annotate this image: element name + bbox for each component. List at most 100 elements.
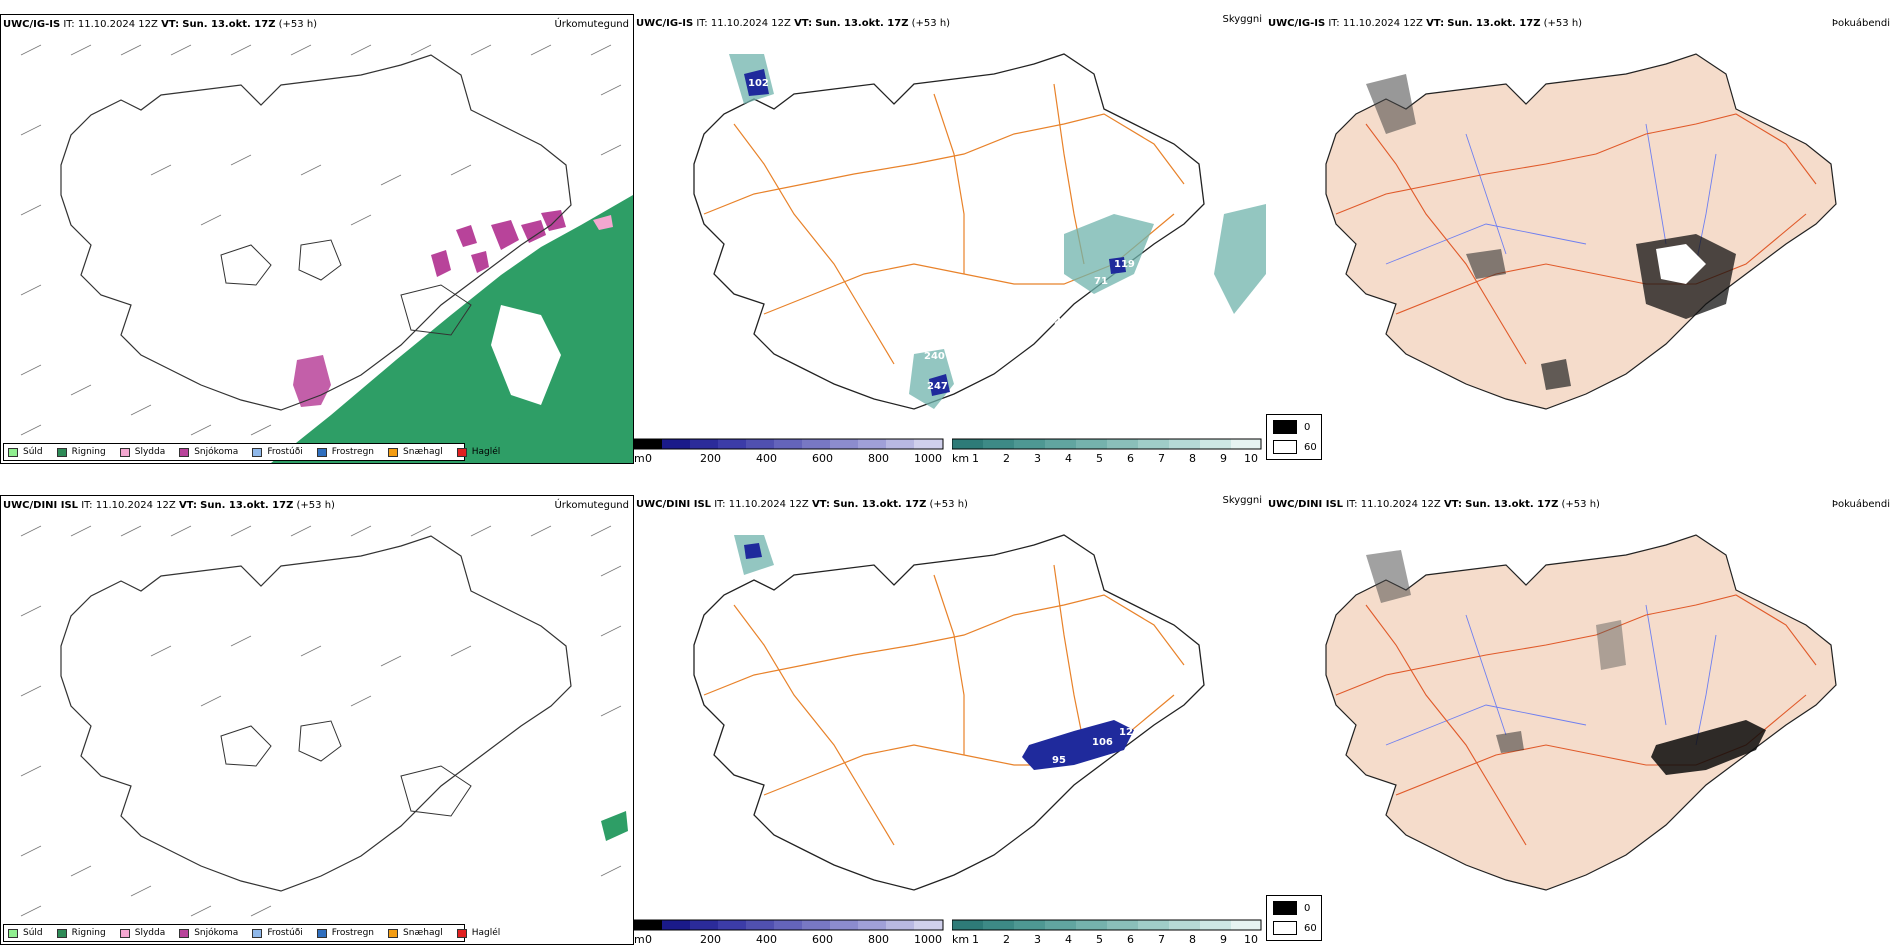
model-name: UWC/IG-IS — [3, 19, 61, 30]
legend-item: Frostúði — [252, 928, 303, 938]
precip-map-bottom — [20, 525, 628, 917]
value-label: 95 — [1052, 755, 1066, 766]
iceland-outline — [693, 534, 1205, 891]
header-top-mid: UWC/IG-IS IT: 11.10.2024 12Z VT: Sun. 13… — [636, 18, 951, 29]
value-label: 12 — [934, 236, 948, 247]
panel-title-precip: Úrkomutegund — [554, 500, 629, 511]
river-network — [1385, 604, 1717, 746]
visibility-colorbar — [952, 919, 1262, 931]
precip-map-top — [20, 44, 633, 463]
rain-patch — [601, 811, 628, 841]
header-bottom-mid: UWC/DINI ISL IT: 11.10.2024 12Z VT: Sun.… — [636, 499, 968, 510]
road-network — [703, 564, 1185, 846]
value-label: 71 — [1094, 276, 1108, 287]
snow-patch — [521, 220, 546, 243]
wind-barbs — [20, 44, 622, 436]
river-network — [1385, 123, 1717, 265]
road-network — [703, 83, 1185, 365]
precip-panel-bottom: UWC/DINI ISL IT: 11.10.2024 12Z VT: Sun.… — [0, 495, 634, 945]
visibility-panel-top: 102 54 240 247 119 71 209 12 UWC/IG-IS I… — [634, 14, 1266, 465]
precip-panel-top: UWC/IG-IS IT: 11.10.2024 12Z VT: Sun. 13… — [0, 14, 634, 464]
legend-item: 0 — [1273, 901, 1310, 915]
panel-title-precip: Úrkomutegund — [554, 19, 629, 30]
ceiling-fill — [744, 543, 762, 559]
header-bottom-right: UWC/DINI ISL IT: 11.10.2024 12Z VT: Sun.… — [1268, 499, 1600, 510]
legend-item: Haglél — [456, 928, 500, 938]
snow-patch — [431, 250, 451, 277]
fog-index-fill — [1366, 550, 1766, 775]
snow-patch — [456, 225, 477, 247]
visibility-colorbar — [952, 438, 1262, 450]
visibility-map-top: 102 54 240 247 119 71 209 12 — [693, 53, 1266, 410]
value-label: 240 — [924, 351, 945, 362]
ceiling-colorbar-ticks: m 0 200 400 600 800 1000 — [634, 452, 942, 465]
legend-item: 60 — [1273, 921, 1317, 935]
legend-item: Rigning — [56, 928, 106, 938]
value-label: 54 — [989, 214, 1003, 225]
legend-item: 0 — [1273, 420, 1310, 434]
value-labels: 102 54 240 247 119 71 209 12 — [748, 78, 1135, 392]
precip-legend: Súld Rigning Slydda Snjókoma Frostúði Fr… — [3, 924, 500, 942]
fog-index-fill — [1366, 74, 1736, 390]
panel-title-fog: Þokuábendi — [1831, 18, 1890, 29]
snow-patch — [491, 220, 519, 250]
value-label: 119 — [1114, 259, 1135, 270]
precip-legend: Súld Rigning Slydda Snjókoma Frostúði Fr… — [3, 443, 500, 461]
header-bottom-left: UWC/DINI ISL IT: 11.10.2024 12Z VT: Sun.… — [3, 500, 335, 511]
rain-area — [271, 195, 633, 463]
value-label: 106 — [1092, 737, 1113, 748]
panel-title-visibility: Skyggni — [1222, 495, 1262, 506]
legend-item: Slydda — [119, 447, 165, 457]
fog-panel-bottom: UWC/DINI ISL IT: 11.10.2024 12Z VT: Sun.… — [1266, 495, 1900, 945]
visibility-colorbar-ticks: km 1 2 3 4 5 6 7 8 9 10 — [952, 452, 1258, 465]
visibility-colorbar-ticks: km 1 2 3 4 5 6 7 8 9 10 — [952, 933, 1258, 946]
legend-item: Frostúði — [252, 447, 303, 457]
legend-item: Súld — [8, 447, 43, 457]
glacier-outlines — [220, 239, 472, 336]
fog-panel-top: UWC/IG-IS IT: 11.10.2024 12Z VT: Sun. 13… — [1266, 14, 1900, 464]
visibility-panel-bottom: 106 95 12 UWC/DINI ISL IT: 11.10.2024 12… — [634, 495, 1266, 946]
fog-legend: 0 60 — [1266, 895, 1322, 941]
legend-item: Snjókoma — [179, 928, 238, 938]
land-fill — [1325, 53, 1837, 410]
visibility-map-bottom: 106 95 12 — [693, 534, 1205, 891]
legend-item: 60 — [1273, 440, 1317, 454]
snow-patch — [293, 355, 331, 407]
fog-map-top — [1325, 53, 1837, 410]
snow-patch — [541, 210, 566, 231]
wind-barbs — [20, 525, 622, 917]
legend-item: Frostregn — [316, 928, 374, 938]
header-top-right: UWC/IG-IS IT: 11.10.2024 12Z VT: Sun. 13… — [1268, 18, 1583, 29]
snow-patch — [471, 251, 489, 273]
value-label: 102 — [748, 78, 769, 89]
fog-map-bottom — [1325, 534, 1837, 891]
rain-patch — [491, 305, 561, 405]
legend-item: Súld — [8, 928, 43, 938]
rain-patch-small — [499, 405, 513, 419]
fog-legend: 0 60 — [1266, 414, 1322, 460]
ceiling-colorbar — [634, 919, 944, 931]
snow-patch — [593, 215, 613, 230]
ceiling-fill — [744, 69, 1126, 396]
iceland-outline — [60, 54, 572, 411]
value-label: 12 — [1119, 727, 1133, 738]
value-label: 247 — [927, 381, 948, 392]
legend-item: Snæhagl — [388, 447, 443, 457]
header-top-left: UWC/IG-IS IT: 11.10.2024 12Z VT: Sun. 13… — [3, 19, 318, 30]
ceiling-colorbar-ticks: m 0 200 400 600 800 1000 — [634, 933, 942, 946]
ceiling-colorbar — [634, 438, 944, 450]
glacier-outlines — [220, 720, 472, 817]
legend-item: Rigning — [56, 447, 106, 457]
panel-title-visibility: Skyggni — [1222, 14, 1262, 25]
legend-item: Snæhagl — [388, 928, 443, 938]
iceland-outline — [60, 535, 572, 892]
legend-item: Frostregn — [316, 447, 374, 457]
ceiling-fill — [1022, 720, 1134, 770]
panel-title-fog: Þokuábendi — [1831, 499, 1890, 510]
visibility-fill — [729, 54, 1266, 409]
iceland-outline — [693, 53, 1205, 410]
land-fill — [1325, 534, 1837, 891]
value-labels: 106 95 12 — [1052, 727, 1133, 766]
legend-item: Snjókoma — [179, 447, 238, 457]
legend-item: Haglél — [456, 447, 500, 457]
